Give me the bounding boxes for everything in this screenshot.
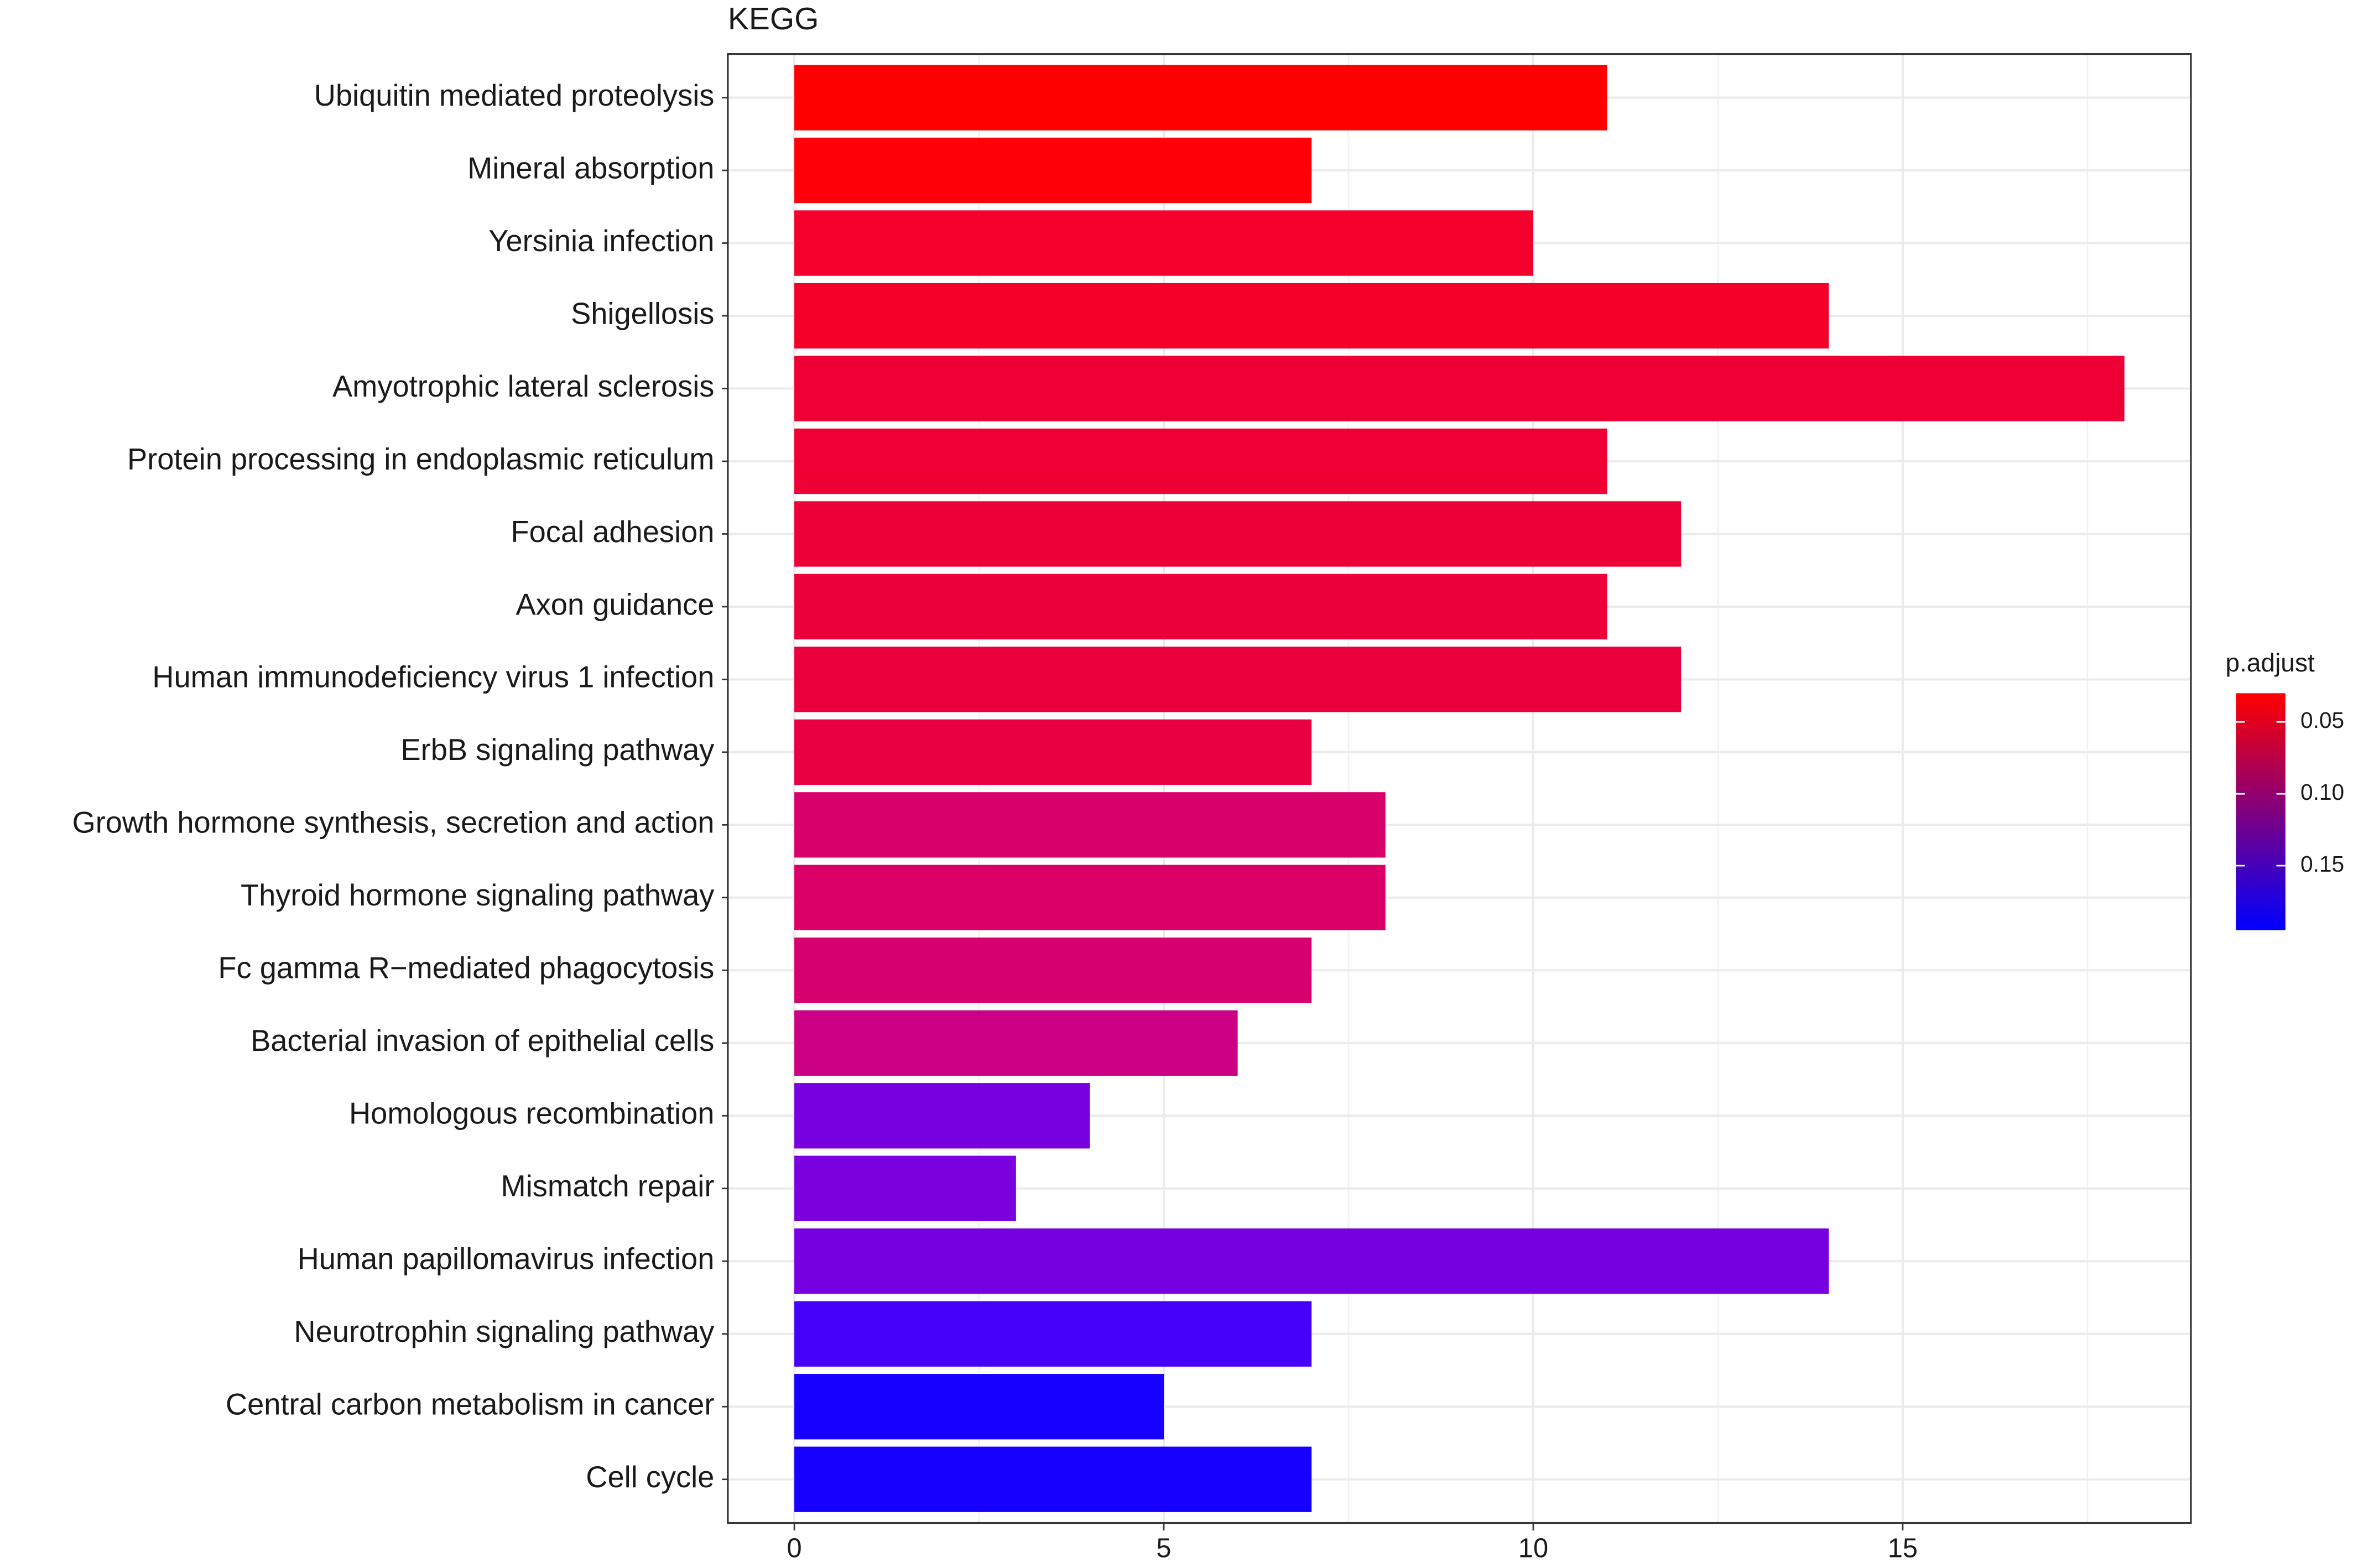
y-tick-label: Thyroid hormone signaling pathway	[241, 879, 715, 912]
y-tick-label: Axon guidance	[516, 588, 714, 621]
x-tick-label: 10	[1518, 1533, 1548, 1563]
y-tick-label: Mineral absorption	[467, 152, 714, 185]
bar	[794, 65, 1607, 131]
y-tick-label: Human immunodeficiency virus 1 infection	[152, 661, 714, 694]
bar	[794, 356, 2125, 421]
bar	[794, 1374, 1164, 1440]
bar	[794, 428, 1607, 494]
bar	[794, 137, 1312, 204]
bar	[794, 283, 1829, 349]
y-tick-label: Fc gamma R−mediated phagocytosis	[218, 952, 714, 985]
x-tick-label: 15	[1888, 1533, 1918, 1563]
colorbar-tick-label: 0.15	[2300, 851, 2344, 877]
bar	[794, 501, 1682, 567]
y-tick-label: ErbB signaling pathway	[400, 733, 715, 767]
bar	[794, 1446, 1312, 1512]
bar	[794, 1083, 1090, 1149]
bar	[794, 1301, 1312, 1367]
bar	[794, 1228, 1829, 1294]
bar	[794, 1155, 1016, 1221]
x-tick-label: 5	[1156, 1533, 1171, 1563]
y-tick-label: Shigellosis	[571, 297, 714, 330]
bar	[794, 210, 1533, 276]
colorbar	[2236, 693, 2286, 931]
bar	[794, 792, 1386, 858]
y-tick-label: Bacterial invasion of epithelial cells	[251, 1024, 714, 1058]
bar	[794, 719, 1312, 785]
y-tick-label: Protein processing in endoplasmic reticu…	[127, 442, 714, 476]
chart-title: KEGG	[728, 1, 819, 37]
bar	[794, 937, 1312, 1003]
y-tick-label: Ubiquitin mediated proteolysis	[314, 79, 715, 112]
y-tick-label: Growth hormone synthesis, secretion and …	[72, 806, 714, 840]
bar	[794, 864, 1386, 931]
y-tick-label: Amyotrophic lateral sclerosis	[332, 370, 714, 403]
y-tick-label: Homologous recombination	[349, 1097, 714, 1131]
y-tick-label: Human papillomavirus infection	[298, 1243, 715, 1276]
x-tick-label: 0	[787, 1533, 801, 1563]
bar	[794, 574, 1607, 640]
colorbar-tick-label: 0.10	[2300, 779, 2344, 805]
y-tick-label: Central carbon metabolism in cancer	[226, 1388, 714, 1421]
y-tick-label: Cell cycle	[586, 1461, 714, 1494]
y-tick-label: Yersinia infection	[488, 225, 714, 258]
colorbar-tick-label: 0.05	[2300, 707, 2344, 733]
y-tick-label: Focal adhesion	[511, 515, 714, 549]
bar	[794, 1010, 1238, 1076]
y-tick-label: Neurotrophin signaling pathway	[294, 1315, 715, 1348]
legend-title: p.adjust	[2225, 648, 2315, 677]
y-tick-label: Mismatch repair	[501, 1170, 715, 1203]
panel-border	[727, 53, 2192, 1524]
bar	[794, 647, 1682, 712]
